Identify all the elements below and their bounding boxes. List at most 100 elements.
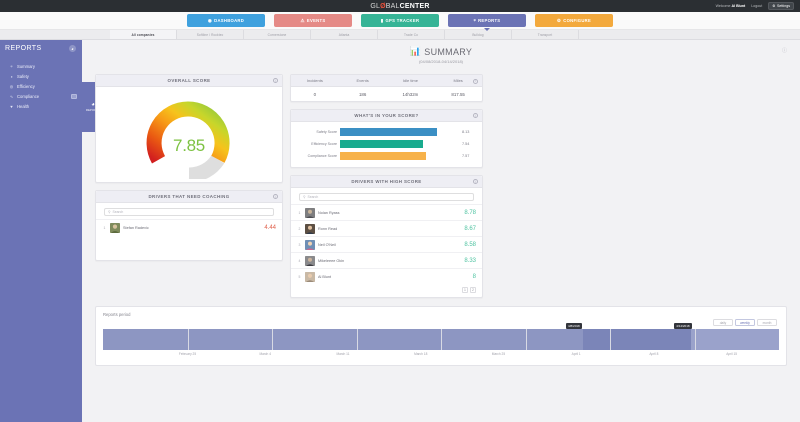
bar-row-efficiency: Efficiency Score 7.54 xyxy=(299,140,474,148)
nav-events[interactable]: ⚠ EVENTS xyxy=(274,14,352,27)
info-icon[interactable]: i xyxy=(473,113,478,118)
slider-handle-end[interactable]: 4/14/2018 xyxy=(674,323,692,329)
high-score-row-rank: 4 xyxy=(298,258,301,263)
sidebar-compliance-chip[interactable] xyxy=(71,93,77,99)
info-icon[interactable]: i xyxy=(473,78,478,84)
score-breakdown-title: WHAT'S IN YOUR SCORE? xyxy=(354,113,419,118)
nav-configure[interactable]: ⚙ CONFIGURE xyxy=(535,14,613,27)
tab-bulldog[interactable]: Bulldog xyxy=(445,30,512,39)
info-icon[interactable]: i xyxy=(273,194,278,199)
score-breakdown-header: WHAT'S IN YOUR SCORE? i xyxy=(291,110,482,122)
gear-icon: ⚙ xyxy=(772,4,776,8)
tab-cornerstone[interactable]: Cornerstone xyxy=(244,30,311,39)
bar-value-safety: 8.13 xyxy=(462,130,470,134)
high-score-row-name: Mikeleeee Okin xyxy=(318,258,345,263)
high-score-row-score: 8.58 xyxy=(464,241,476,248)
app-logo[interactable]: GLØBALCENTER xyxy=(370,3,429,10)
list-item[interactable]: 3 Neil O'Neil 8.58 xyxy=(291,236,482,252)
tab-softline-rocktec[interactable]: Softline / Rocktec xyxy=(177,30,244,39)
sidebar-item-compliance[interactable]: ∿ Compliance xyxy=(0,91,82,101)
bar-row-compliance: Compliance Score 7.57 xyxy=(299,152,474,160)
bar-label-compliance: Compliance Score xyxy=(307,154,337,158)
slider-tick xyxy=(187,329,189,350)
high-score-search-placeholder: Search xyxy=(307,195,319,199)
sidebar-flyout-label: REPORTS xyxy=(86,109,100,112)
period-button-month[interactable]: month xyxy=(757,319,777,326)
search-icon: ⚲ xyxy=(108,210,111,214)
top-bar-right: Welcome Al Blunt Logout ⚙ Settings xyxy=(716,0,794,12)
nav-reports[interactable]: ᵠ REPORTS xyxy=(448,14,526,31)
heart-icon: ♥ xyxy=(10,103,13,109)
score-breakdown-card: WHAT'S IN YOUR SCORE? i Safety Score 8.1… xyxy=(290,109,483,168)
sidebar: REPORTS ◕ ᵠ Summary ◑ Safety ◎ Efficienc… xyxy=(0,40,104,422)
settings-button[interactable]: ⚙ Settings xyxy=(768,2,794,10)
page-subtitle: (04/08/2018-04/14/2018) xyxy=(418,59,464,64)
period-range-slider[interactable]: 4/8/2018 4/14/2018 xyxy=(103,323,779,350)
slider-tick xyxy=(441,329,442,350)
pager-page-1[interactable]: 1 xyxy=(462,287,468,293)
slider-handle-start[interactable]: 4/8/2018 xyxy=(566,323,582,329)
tab-transport[interactable]: Transport xyxy=(512,30,579,39)
bar-track-efficiency xyxy=(340,140,459,148)
list-item[interactable]: 1 Nolan Ryass 8.78 xyxy=(291,204,482,220)
stats-value-miles: 817.55 xyxy=(451,91,465,97)
sidebar-item-safety[interactable]: ◑ Safety xyxy=(0,71,82,81)
axis-label: March 18 xyxy=(414,352,428,356)
list-item[interactable]: 2 Ronn Read 8.67 xyxy=(291,220,482,236)
period-button-daily[interactable]: daily xyxy=(713,319,733,326)
bar-chart-icon: ᵠ xyxy=(10,63,13,69)
info-icon[interactable]: i xyxy=(273,78,278,83)
bar-track-compliance xyxy=(340,152,459,160)
sidebar-item-health[interactable]: ♥ Health xyxy=(0,101,82,111)
coaching-search[interactable]: ⚲ Search xyxy=(104,208,274,216)
question-icon[interactable]: ⓘ xyxy=(781,48,787,54)
high-score-row-name: Al Blunt xyxy=(318,274,332,279)
bar-row-safety: Safety Score 8.13 xyxy=(299,128,474,136)
list-item[interactable]: 1 Stefan Radevic 4.44 xyxy=(96,219,282,235)
high-score-card: DRIVERS WITH HIGH SCORE i ⚲ Search 1 Nol… xyxy=(290,175,483,298)
logout-link[interactable]: Logout xyxy=(751,4,763,8)
high-score-row-score: 8 xyxy=(472,273,476,280)
slider-range-before xyxy=(103,329,583,350)
dashboard-grid: OVERALL SCORE i xyxy=(82,64,800,298)
nav-gps-tracker[interactable]: ▮ GPS TRACKER xyxy=(361,14,439,27)
slider-tick xyxy=(610,329,611,350)
high-score-row-name: Nolan Ryass xyxy=(318,210,340,215)
sidebar-item-efficiency[interactable]: ◎ Efficiency xyxy=(0,81,82,91)
high-score-pager: 1 2 xyxy=(291,284,482,297)
gauge-icon: ◎ xyxy=(9,83,14,89)
coaching-spacer xyxy=(96,235,282,260)
slider-tick xyxy=(272,329,273,350)
sidebar-item-summary[interactable]: ᵠ Summary xyxy=(0,61,82,71)
list-item[interactable]: 4 Mikeleeee Okin 8.33 xyxy=(291,252,482,268)
chart-icon: ᵠ xyxy=(473,18,477,23)
pager-page-2[interactable]: 2 xyxy=(470,287,476,293)
avatar xyxy=(305,271,315,282)
nav-gps-tracker-label: GPS TRACKER xyxy=(385,18,420,23)
coaching-row-score: 4.44 xyxy=(264,224,276,231)
info-icon[interactable]: i xyxy=(473,179,478,184)
company-tabs: All companies Softline / Rocktec Corners… xyxy=(0,30,800,40)
shield-icon: ◑ xyxy=(10,73,13,79)
nav-dashboard-label: DASHBOARD xyxy=(214,18,245,23)
axis-label: February 25 xyxy=(178,352,197,356)
tab-atlanta[interactable]: Atlanta xyxy=(311,30,378,39)
axis-label: April 8 xyxy=(649,352,659,356)
main-navigation: ◉ DASHBOARD ⚠ EVENTS ▮ GPS TRACKER ᵠ REP… xyxy=(0,12,800,31)
coaching-card: DRIVERS THAT NEED COACHING i ⚲ Search 1 xyxy=(95,190,283,261)
high-score-search[interactable]: ⚲ Search xyxy=(299,193,474,201)
sidebar-item-efficiency-label: Efficiency xyxy=(17,83,35,89)
sidebar-header: REPORTS ◕ xyxy=(0,40,82,55)
tab-all-companies[interactable]: All companies xyxy=(110,30,177,39)
avatar xyxy=(305,207,315,218)
period-button-weekly[interactable]: weekly xyxy=(735,319,755,326)
axis-label: March 4 xyxy=(259,352,271,356)
sliders-icon: ⚙ xyxy=(556,17,562,23)
coaching-title: DRIVERS THAT NEED COACHING xyxy=(148,194,230,199)
high-score-header: DRIVERS WITH HIGH SCORE i xyxy=(291,176,482,188)
stats-col-events: Events xyxy=(356,78,369,83)
list-item[interactable]: 5 Al Blunt 8 xyxy=(291,268,482,284)
tab-trade-co[interactable]: Trade Co xyxy=(378,30,445,39)
nav-dashboard[interactable]: ◉ DASHBOARD xyxy=(187,14,265,27)
axis-label: April 1 xyxy=(571,352,581,356)
